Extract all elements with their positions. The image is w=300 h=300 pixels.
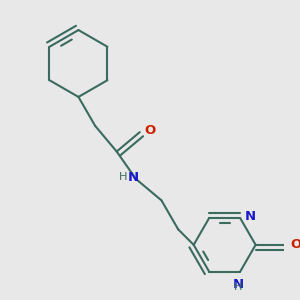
Text: O: O: [144, 124, 155, 137]
Text: H: H: [234, 282, 243, 292]
Text: N: N: [128, 171, 139, 184]
Text: N: N: [244, 210, 256, 223]
Text: N: N: [233, 278, 244, 291]
Text: H: H: [118, 172, 127, 182]
Text: O: O: [291, 238, 300, 251]
